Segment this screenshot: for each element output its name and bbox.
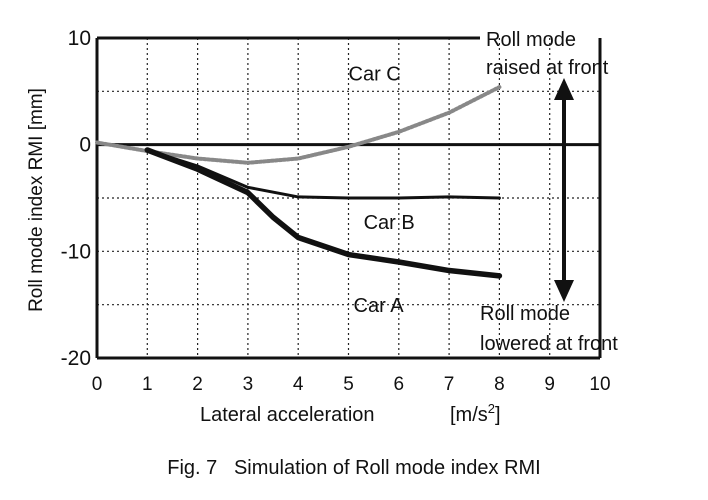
data-series <box>95 85 503 279</box>
x-tick-label: 5 <box>343 374 354 395</box>
y-tick-label: 0 <box>79 134 91 157</box>
x-axis-label: Lateral acceleration [m/s2] <box>200 401 501 426</box>
series-label-car-a: Car A <box>354 295 405 317</box>
series-line-car-a <box>144 147 503 279</box>
x-tick-label: 8 <box>494 374 505 395</box>
annotation-top-line2: raised at front <box>486 57 609 79</box>
tick-labels: 0 1 2 3 4 5 6 7 8 9 10 10 0 -10 -20 <box>61 27 611 395</box>
x-tick-label: 4 <box>293 374 304 395</box>
annotation-bottom-line1: Roll mode <box>480 303 570 325</box>
y-tick-label: -20 <box>61 347 91 370</box>
x-tick-label: 10 <box>589 374 610 395</box>
series-label-car-c: Car C <box>349 64 401 86</box>
x-tick-label: 1 <box>142 374 153 395</box>
range-arrow <box>554 78 574 302</box>
y-axis-label: Roll mode index RMI [mm] <box>26 88 47 312</box>
figure-caption: Fig. 7 Simulation of Roll mode index RMI <box>167 457 541 479</box>
annotation-bottom-line2: lowered at front <box>480 333 618 355</box>
x-tick-label: 3 <box>243 374 254 395</box>
x-axis-unit: [m/s2] <box>450 401 501 426</box>
x-tick-label: 2 <box>192 374 203 395</box>
axes <box>95 36 602 360</box>
x-tick-label: 7 <box>444 374 455 395</box>
x-tick-label: 0 <box>92 374 103 395</box>
y-tick-label: 10 <box>68 27 91 50</box>
series-labels: Car C Car B Car A <box>349 64 415 317</box>
y-tick-label: -10 <box>61 240 91 263</box>
x-axis-label-text: Lateral acceleration <box>200 404 375 426</box>
x-tick-label: 6 <box>394 374 405 395</box>
series-line-car-b <box>145 148 501 200</box>
series-label-car-b: Car B <box>364 212 415 234</box>
x-tick-label: 9 <box>544 374 555 395</box>
annotation-top-line1: Roll mode <box>486 29 576 51</box>
